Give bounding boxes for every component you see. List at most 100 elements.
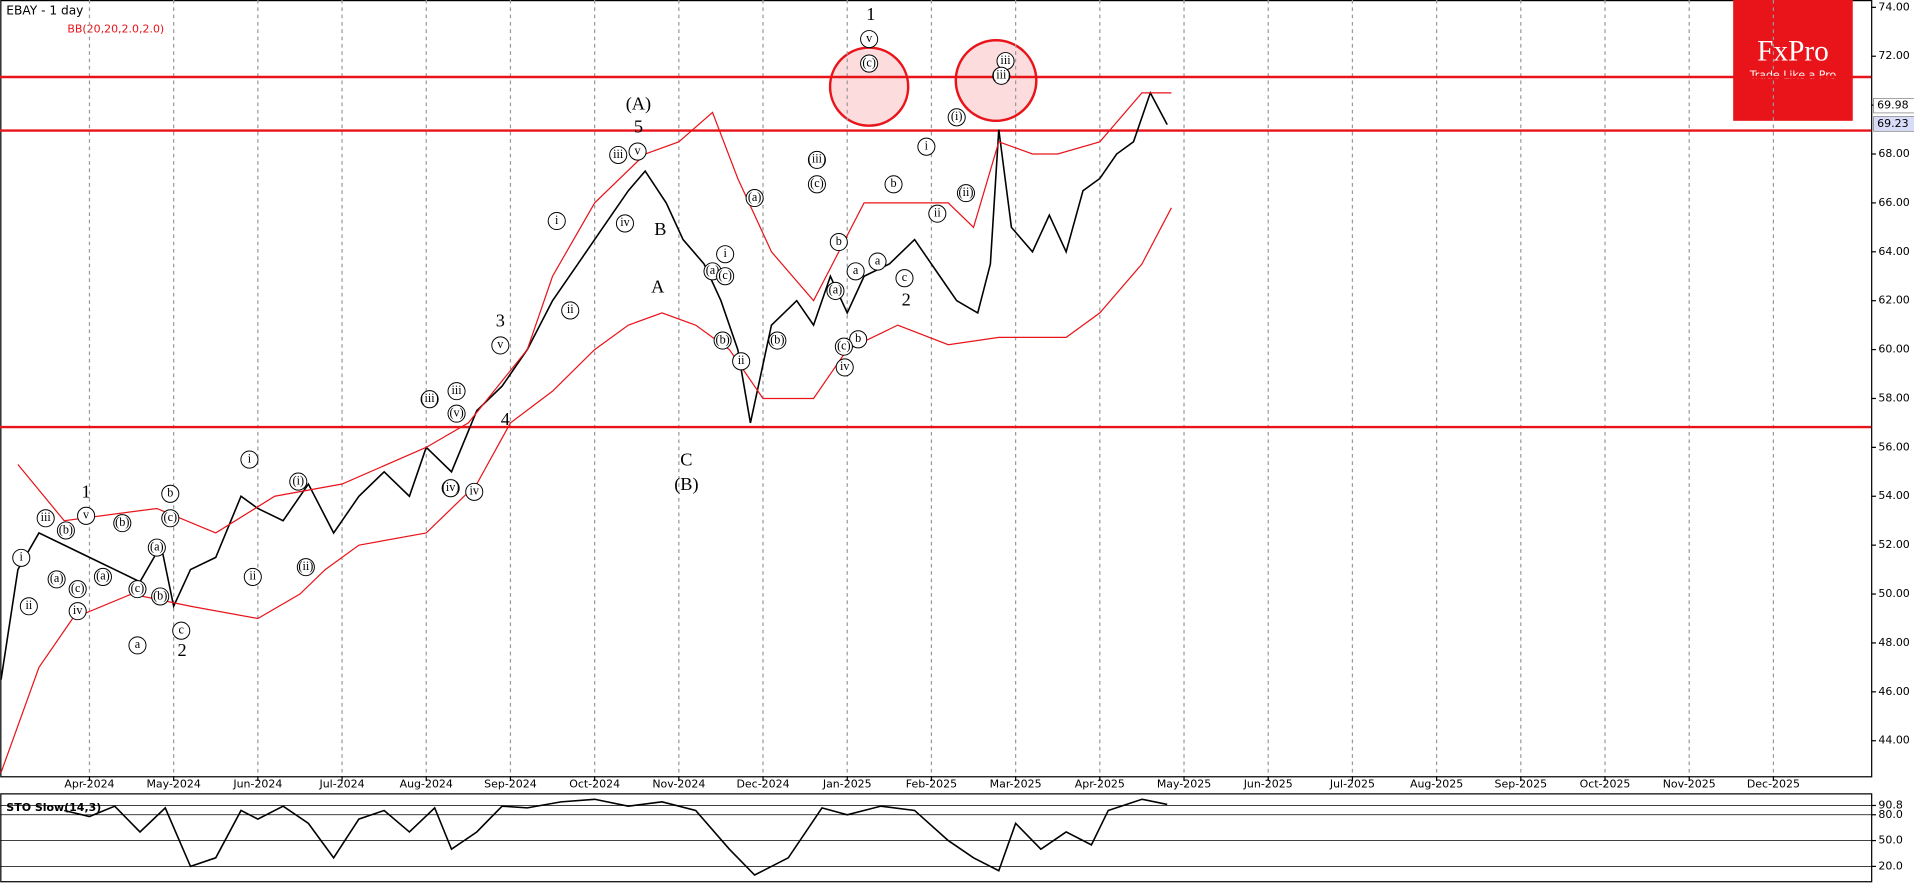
wave-circle (992, 66, 1011, 85)
wave-circle (161, 509, 180, 528)
wave-circle (447, 404, 466, 423)
wave-circle (716, 267, 735, 286)
wave-circle (807, 150, 826, 169)
x-tick-label: Oct-2025 (1580, 778, 1631, 791)
chart-title: EBAY - 1 day (6, 3, 83, 17)
wave-label: ii (934, 205, 941, 219)
y-tick-label: 48.00 (1878, 636, 1909, 649)
wave-label: (c) (862, 55, 876, 69)
y-tick-label: 54.00 (1878, 489, 1909, 502)
wave-label: iii (613, 147, 624, 161)
wave-label: (c) (718, 268, 732, 282)
wave-circle (68, 580, 87, 599)
wave-label: ii (567, 302, 574, 316)
wave-label: (c) (71, 581, 85, 595)
y-tick-label: 44.00 (1878, 734, 1909, 747)
y-tick-label: 20.0 (1878, 859, 1902, 872)
wave-label: (ii) (298, 559, 313, 573)
wave-circle (860, 30, 879, 49)
y-tick-label: 68.00 (1878, 147, 1909, 160)
wave-label: iii (451, 383, 462, 397)
x-tick-label: Aug-2024 (400, 778, 453, 791)
wave-circle (36, 509, 55, 528)
price-tag: 69.98 (1877, 99, 1908, 112)
y-tick-label: 46.00 (1878, 685, 1909, 698)
wave-label: b (855, 331, 861, 345)
wave-circle (860, 54, 879, 73)
wave-circle (447, 382, 466, 401)
wave-label: (a) (96, 569, 110, 583)
price-tag-box (1873, 97, 1914, 114)
wave-label: 3 (496, 310, 505, 330)
wave-label: v (83, 508, 90, 522)
wave-label: ii (25, 598, 32, 612)
wave-circle (420, 390, 439, 409)
wave-label: B (654, 219, 666, 239)
wave-circle (713, 331, 732, 350)
wave-circle (491, 336, 510, 355)
y-tick-label: 56.00 (1878, 440, 1909, 453)
wave-label: c (902, 270, 908, 284)
x-tick-label: Jun-2024 (232, 778, 282, 791)
wave-circle (884, 175, 903, 194)
wave-label: i (925, 138, 929, 152)
x-tick-label: Apr-2025 (1075, 778, 1125, 791)
wave-label: (iv) (442, 480, 460, 494)
wave-label: (c) (837, 338, 851, 352)
y-tick-label: 90.8 (1878, 798, 1902, 811)
wave-circle (56, 521, 75, 540)
x-tick-label: Jun-2025 (1243, 778, 1293, 791)
series-line (0, 207, 1172, 773)
wave-label: iv (840, 359, 850, 373)
wave-circle (745, 188, 764, 208)
x-tick-label: Mar-2025 (990, 778, 1042, 791)
wave-circle (113, 514, 132, 533)
wave-circle (128, 636, 147, 655)
wave-circle (151, 587, 170, 606)
wave-label: (c) (131, 581, 145, 595)
wave-label: (iii) (992, 68, 1010, 82)
wave-circle (835, 358, 854, 377)
wave-label: (a) (748, 190, 762, 204)
price-panel (0, 0, 1873, 778)
wave-label: (v) (449, 405, 463, 419)
wave-label: v (497, 337, 504, 351)
wave-label: (ii) (959, 185, 974, 199)
x-tick-label: Dec-2025 (1747, 778, 1800, 791)
wave-label: (c) (164, 510, 178, 524)
wave-circle (161, 484, 180, 503)
wave-circle (93, 567, 112, 586)
wave-label: 2 (902, 290, 911, 310)
wave-label: b (890, 176, 896, 190)
wave-label: (a) (829, 283, 843, 297)
x-tick-label: May-2024 (146, 778, 200, 791)
wave-label: (b) (716, 332, 730, 346)
wave-circle (868, 252, 887, 271)
y-tick-label: 50.00 (1878, 587, 1909, 600)
wave-circle (172, 621, 191, 640)
x-tick-label: Aug-2025 (1410, 778, 1463, 791)
wave-label: b (167, 486, 173, 500)
wave-label: a (853, 263, 859, 277)
wave-label: (iii) (808, 152, 826, 166)
wave-label: i (20, 550, 24, 564)
wave-circle (240, 450, 259, 469)
wave-label: i (248, 451, 252, 465)
x-tick-label: Dec-2024 (736, 778, 789, 791)
x-tick-label: Nov-2025 (1663, 778, 1716, 791)
wave-label: (B) (674, 474, 698, 495)
wave-circle (947, 108, 966, 127)
wave-label: iv (73, 603, 83, 617)
y-tick-label: 64.00 (1878, 245, 1909, 258)
oscillator-panel (0, 793, 1873, 883)
wave-circle (12, 548, 31, 567)
wave-circle (128, 580, 147, 599)
wave-circle (956, 184, 975, 203)
wave-label: c (179, 623, 185, 637)
wave-label: i (723, 246, 727, 260)
wave-circle (19, 597, 38, 616)
wave-label: 1 (866, 4, 875, 24)
x-tick-label: Sep-2024 (484, 778, 537, 791)
x-tick-label: Jul-2025 (1329, 778, 1375, 791)
